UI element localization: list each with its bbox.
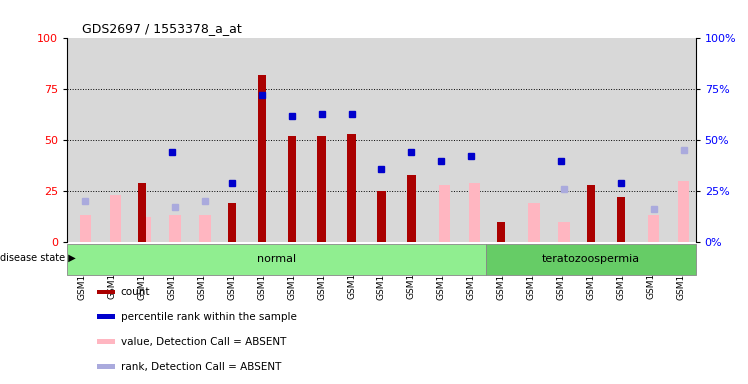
FancyBboxPatch shape (67, 244, 486, 275)
Bar (367, 38, 396, 242)
Bar (468, 183, 480, 242)
Bar (247, 38, 277, 242)
Text: value, Detection Call = ABSENT: value, Detection Call = ABSENT (120, 337, 286, 347)
Bar (648, 215, 660, 242)
Text: count: count (120, 287, 150, 297)
Bar (138, 183, 147, 242)
Bar (486, 38, 516, 242)
Bar (169, 215, 181, 242)
Bar (337, 38, 367, 242)
Bar (97, 38, 127, 242)
Bar (277, 38, 307, 242)
Bar (127, 38, 157, 242)
Bar (606, 38, 636, 242)
Bar (586, 185, 595, 242)
Bar (546, 38, 576, 242)
Bar (576, 38, 606, 242)
Bar (157, 38, 187, 242)
Bar (199, 215, 211, 242)
Bar (516, 38, 546, 242)
Bar (497, 222, 506, 242)
Bar (307, 38, 337, 242)
Bar (217, 38, 247, 242)
Bar (377, 191, 386, 242)
Bar (227, 203, 236, 242)
Bar (287, 136, 296, 242)
Text: teratozoospermia: teratozoospermia (542, 253, 640, 263)
Bar (67, 38, 97, 242)
Bar (666, 38, 696, 242)
Text: percentile rank within the sample: percentile rank within the sample (120, 312, 297, 322)
Bar (139, 217, 151, 242)
Bar (407, 175, 416, 242)
Bar (426, 38, 456, 242)
Bar (396, 38, 426, 242)
Text: GDS2697 / 1553378_a_at: GDS2697 / 1553378_a_at (82, 22, 242, 35)
Bar (257, 75, 266, 242)
Bar (317, 136, 326, 242)
FancyBboxPatch shape (486, 244, 696, 275)
Text: disease state ▶: disease state ▶ (0, 252, 76, 263)
Text: normal: normal (257, 253, 296, 263)
Bar (456, 38, 486, 242)
Bar (438, 185, 450, 242)
Bar (636, 38, 666, 242)
Bar (187, 38, 217, 242)
Text: rank, Detection Call = ABSENT: rank, Detection Call = ABSENT (120, 362, 281, 372)
Bar (528, 203, 540, 242)
Bar (79, 215, 91, 242)
Bar (109, 195, 121, 242)
Bar (558, 222, 570, 242)
Bar (616, 197, 625, 242)
Bar (347, 134, 356, 242)
Bar (678, 181, 690, 242)
